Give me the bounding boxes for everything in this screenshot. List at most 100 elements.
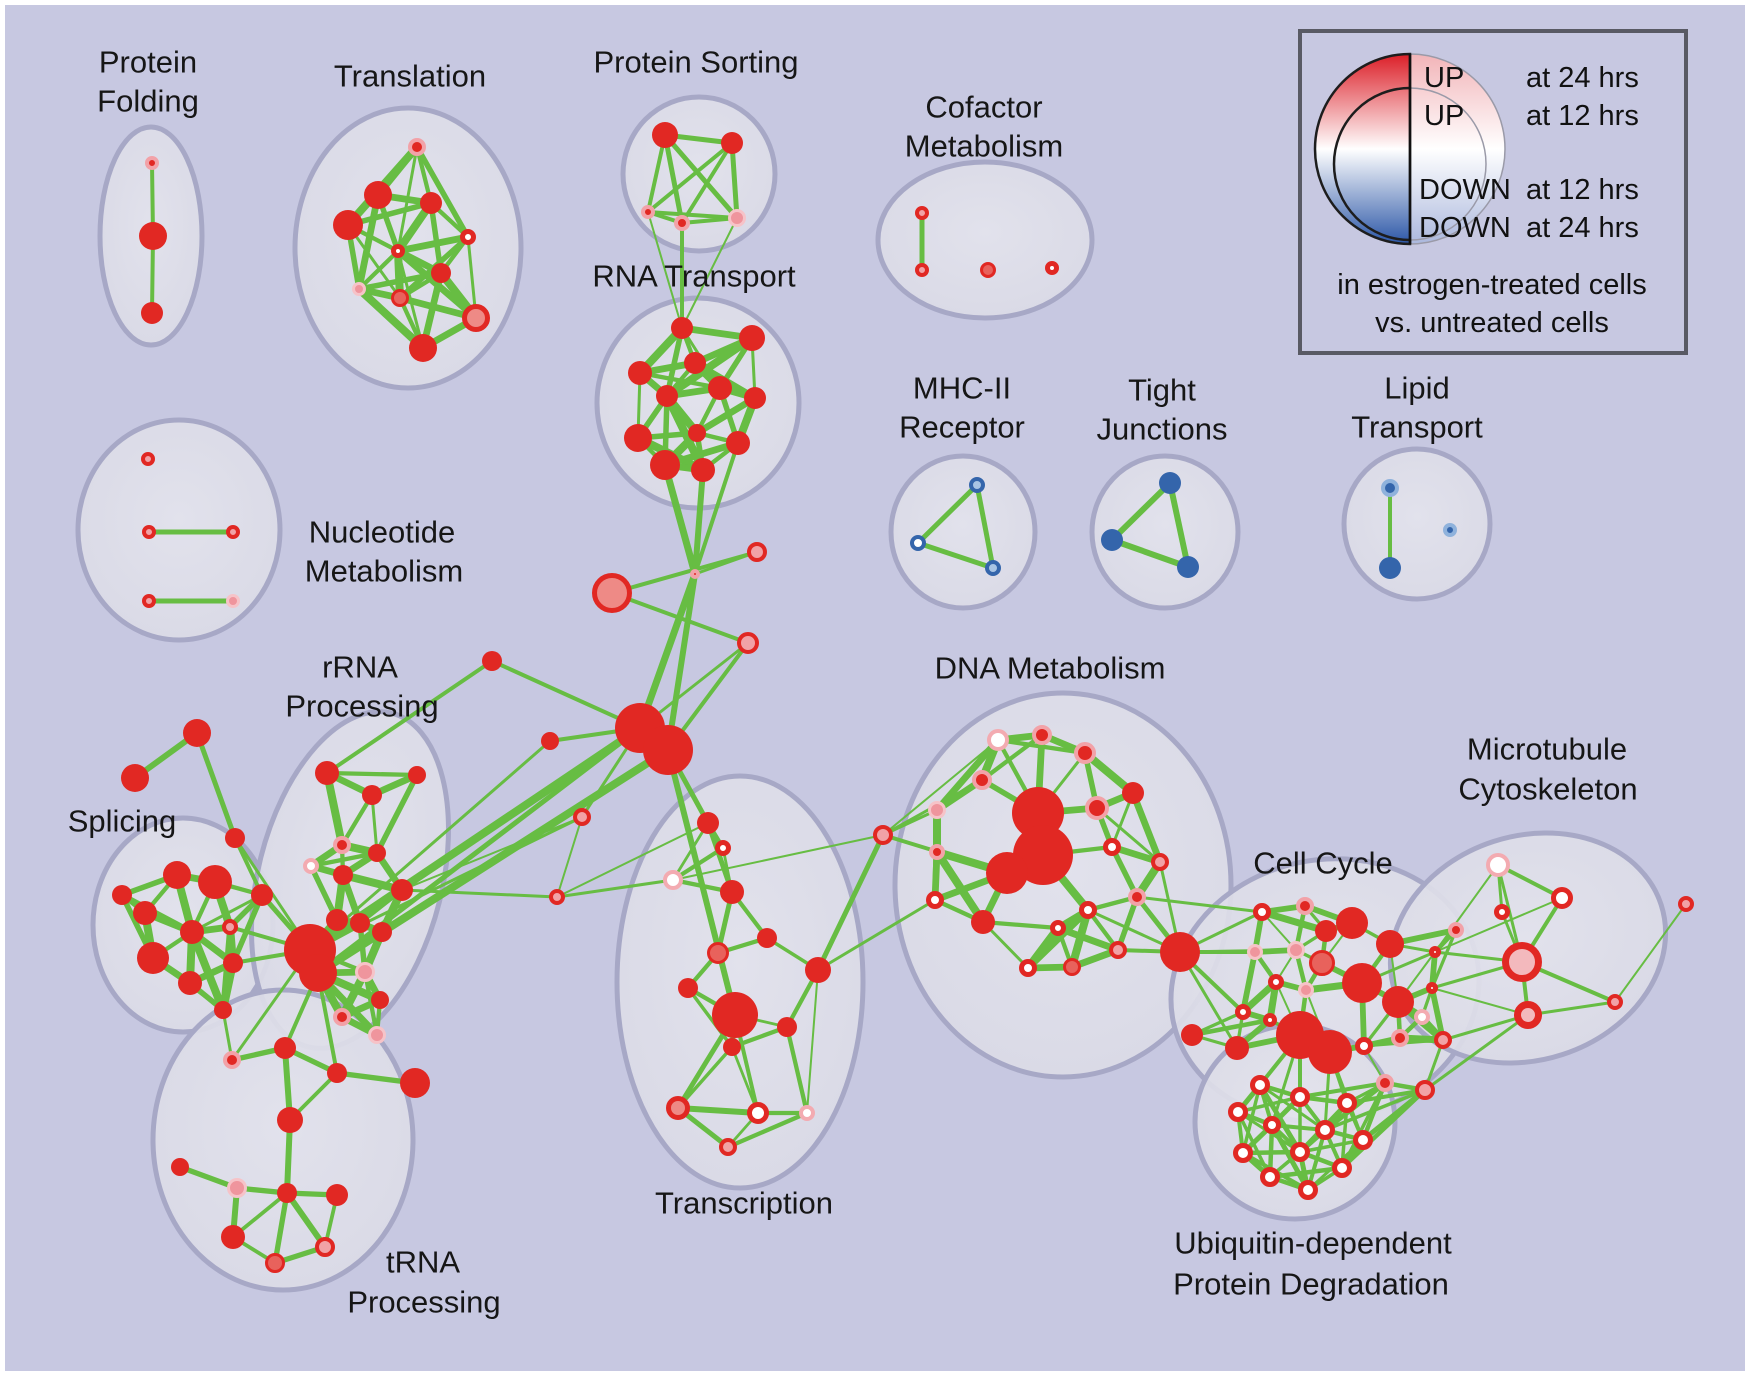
node-cell-cycle[interactable] [1309, 950, 1335, 976]
node-splicing[interactable] [223, 953, 243, 973]
node-rrna-processing[interactable] [391, 879, 413, 901]
node-splicing-outliers[interactable] [121, 764, 149, 792]
node-protein-folding[interactable] [145, 156, 159, 170]
node-translation[interactable] [391, 244, 405, 258]
node-tight-junctions[interactable] [1177, 556, 1199, 578]
node-protein-sorting[interactable] [641, 205, 655, 219]
node-splicing[interactable] [198, 865, 232, 899]
node-backbone[interactable] [1160, 932, 1200, 972]
node-cell-cycle[interactable] [1247, 944, 1263, 960]
node-cofactor-metabolism[interactable] [1045, 261, 1059, 275]
node-dna-metabolism[interactable] [972, 770, 992, 790]
node-mhc-ii-receptor[interactable] [985, 560, 1001, 576]
node-ubiquitin-degradation[interactable] [1415, 1080, 1435, 1100]
node-rna-transport[interactable] [656, 385, 678, 407]
node-trna-processing[interactable] [315, 1237, 335, 1257]
node-splicing[interactable] [137, 942, 169, 974]
node-cell-cycle[interactable] [1287, 941, 1305, 959]
node-dna-metabolism[interactable] [987, 729, 1009, 751]
node-ubiquitin-degradation[interactable] [1315, 1120, 1335, 1140]
node-splicing-outliers[interactable] [183, 719, 211, 747]
node-backbone[interactable] [873, 825, 893, 845]
node-cell-cycle[interactable] [1382, 986, 1414, 1018]
node-rna-transport[interactable] [726, 431, 750, 455]
node-transcription[interactable] [805, 957, 831, 983]
node-backbone[interactable] [737, 632, 759, 654]
node-cell-cycle[interactable] [1429, 946, 1441, 958]
node-trna-processing[interactable] [221, 1225, 245, 1249]
node-splicing[interactable] [163, 861, 191, 889]
node-splicing[interactable] [222, 919, 238, 935]
node-transcription[interactable] [666, 1096, 690, 1120]
node-microtubule-cytoskeleton[interactable] [1607, 994, 1623, 1010]
node-translation[interactable] [431, 263, 451, 283]
node-backbone[interactable] [690, 569, 700, 579]
node-cell-cycle[interactable] [1336, 907, 1368, 939]
node-transcription[interactable] [799, 1105, 815, 1121]
node-dna-metabolism[interactable] [1019, 959, 1037, 977]
node-microtubule-cytoskeleton[interactable] [1494, 904, 1510, 920]
node-ubiquitin-degradation[interactable] [1298, 1180, 1318, 1200]
node-cell-cycle[interactable] [1426, 982, 1438, 994]
node-rna-transport[interactable] [624, 424, 652, 452]
node-ubiquitin-degradation[interactable] [1260, 1167, 1280, 1187]
node-transcription[interactable] [697, 812, 719, 834]
node-cell-cycle[interactable] [1414, 1009, 1430, 1025]
node-rna-transport[interactable] [739, 325, 765, 351]
node-lipid-transport[interactable] [1379, 557, 1401, 579]
node-translation[interactable] [409, 334, 437, 362]
node-nucleotide-metabolism[interactable] [142, 594, 156, 608]
node-translation[interactable] [460, 229, 476, 245]
node-trna-processing[interactable] [274, 1037, 296, 1059]
node-dna-metabolism[interactable] [929, 844, 945, 860]
node-transcription[interactable] [663, 870, 683, 890]
node-nucleotide-metabolism[interactable] [141, 452, 155, 466]
node-cell-cycle[interactable] [1376, 930, 1404, 958]
node-translation[interactable] [391, 289, 409, 307]
node-backbone[interactable] [541, 732, 559, 750]
node-lipid-transport[interactable] [1443, 523, 1457, 537]
node-microtubule-cytoskeleton[interactable] [1502, 942, 1542, 982]
node-lipid-transport[interactable] [1381, 479, 1399, 497]
node-rrna-processing[interactable] [372, 922, 392, 942]
node-ubiquitin-degradation[interactable] [1250, 1075, 1270, 1095]
node-nucleotide-metabolism[interactable] [226, 594, 240, 608]
node-dna-metabolism[interactable] [1013, 825, 1073, 885]
node-ubiquitin-degradation[interactable] [1337, 1093, 1357, 1113]
node-ubiquitin-degradation[interactable] [1290, 1087, 1310, 1107]
node-backbone[interactable] [747, 542, 767, 562]
node-rrna-processing[interactable] [350, 913, 370, 933]
node-transcription[interactable] [678, 978, 698, 998]
node-ubiquitin-degradation[interactable] [1263, 1116, 1281, 1134]
node-dna-metabolism[interactable] [1128, 888, 1146, 906]
node-splicing[interactable] [214, 1001, 232, 1019]
node-rrna-processing[interactable] [333, 1008, 351, 1026]
node-dna-metabolism[interactable] [1050, 920, 1066, 936]
node-cofactor-metabolism[interactable] [915, 206, 929, 220]
node-splicing[interactable] [178, 971, 202, 995]
node-rna-transport[interactable] [708, 376, 732, 400]
node-rrna-processing[interactable] [368, 844, 386, 862]
node-translation[interactable] [408, 138, 426, 156]
node-cofactor-metabolism[interactable] [915, 263, 929, 277]
node-dna-metabolism[interactable] [1109, 941, 1127, 959]
node-microtubule-cytoskeleton[interactable] [1514, 1001, 1542, 1029]
node-splicing-outliers[interactable] [225, 828, 245, 848]
node-trna-processing[interactable] [227, 1178, 247, 1198]
node-backbone[interactable] [549, 889, 565, 905]
node-protein-folding[interactable] [141, 302, 163, 324]
node-transcription[interactable] [715, 840, 731, 856]
node-transcription[interactable] [747, 1102, 769, 1124]
node-transcription[interactable] [723, 1038, 741, 1056]
node-rna-transport[interactable] [684, 352, 706, 374]
node-backbone[interactable] [482, 651, 502, 671]
node-cell-cycle[interactable] [1308, 1030, 1352, 1074]
node-trna-processing[interactable] [277, 1183, 297, 1203]
node-splicing[interactable] [112, 885, 132, 905]
node-dna-metabolism[interactable] [1122, 782, 1144, 804]
node-translation[interactable] [462, 304, 490, 332]
node-trna-processing[interactable] [277, 1107, 303, 1133]
node-rrna-processing[interactable] [371, 991, 389, 1009]
node-rna-transport[interactable] [691, 458, 715, 482]
node-mhc-ii-receptor[interactable] [910, 535, 926, 551]
